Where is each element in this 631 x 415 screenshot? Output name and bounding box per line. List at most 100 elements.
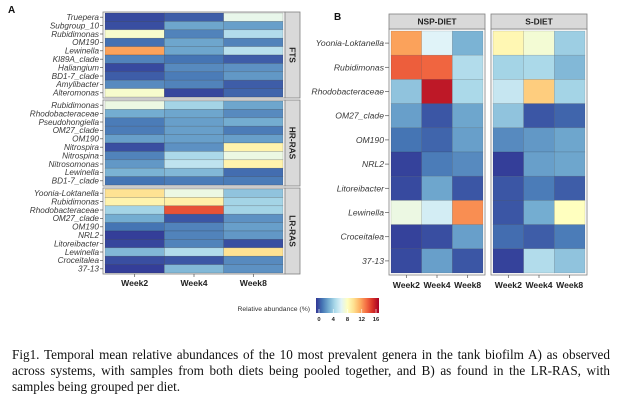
heatmap-cell	[104, 230, 165, 240]
legend-colorbar	[316, 298, 379, 313]
facet-s-diet: S-DIET Week2 Week4 Week8	[490, 13, 588, 290]
y-tick-label: 37-13	[362, 256, 384, 266]
y-tick-label: Rubidimonas	[334, 62, 385, 72]
figure-canvas: A B TrueperaSubgroup_10RubidimonasOM190L…	[8, 5, 588, 323]
heatmap-cell	[104, 12, 165, 22]
heatmap-cell	[164, 29, 224, 39]
heatmap-cell	[164, 134, 224, 144]
heatmap-cell	[223, 213, 284, 223]
y-tick-label: OM27_clade	[335, 111, 384, 121]
heatmap-cell	[223, 63, 284, 73]
heatmap-cell	[104, 142, 165, 152]
heatmap-cell	[492, 200, 524, 225]
heatmap-cell	[164, 71, 224, 81]
heatmap-cell	[523, 79, 555, 104]
heatmap-cell	[492, 175, 524, 201]
x-tick-label: Week4	[180, 278, 207, 288]
heatmap-cell	[223, 134, 284, 144]
heatmap-cell	[554, 79, 586, 104]
heatmap-cell	[223, 88, 284, 98]
heatmap-cell	[390, 103, 422, 129]
heatmap-cell	[104, 151, 165, 161]
heatmap-cell	[452, 248, 484, 274]
facet-nsp-diet: NSP-DIET Week2 Week4 Week8	[388, 13, 486, 290]
heatmap-cell	[554, 248, 586, 274]
heatmap-cell	[523, 103, 555, 129]
heatmap-cell	[452, 30, 484, 56]
facet-strip-label: LR-RAS	[288, 215, 298, 247]
panel-label-b: B	[334, 12, 341, 23]
y-tick-label: BD1-7_clade	[52, 177, 100, 186]
heatmap-cell	[223, 142, 284, 152]
y-tick-label: Croceitalea	[341, 232, 385, 242]
heatmap-cell	[223, 264, 284, 274]
heatmap-cell	[164, 117, 224, 127]
heatmap-cell	[421, 200, 453, 225]
heatmap-cell	[223, 159, 284, 169]
y-tick-label: Pseudohongiella	[38, 118, 99, 127]
heatmap-cell	[223, 21, 284, 31]
y-tick-label: KI89A_clade	[53, 55, 100, 64]
heatmap-cell	[421, 151, 453, 177]
heatmap-cell	[104, 205, 165, 215]
heatmap-cell	[492, 30, 524, 56]
y-tick-label: Lewinella	[65, 248, 100, 257]
x-tick-label: Week2	[121, 278, 148, 288]
heatmap-cell	[452, 54, 484, 80]
heatmap-cell	[164, 159, 224, 169]
heatmap-cell	[492, 103, 524, 129]
heatmap-cell	[390, 79, 422, 104]
x-tick-label: Week8	[556, 280, 583, 290]
facet-hr-ras: RubidimonasRhodobacteraceaePseudohongiel…	[30, 99, 301, 187]
heatmap-cell	[104, 21, 165, 31]
y-tick-label: Yoonia-Loktanella	[34, 189, 100, 198]
heatmap-cell	[223, 167, 284, 177]
heatmap-cell	[104, 79, 165, 89]
heatmap-cell	[164, 63, 224, 73]
heatmap-cell	[104, 117, 165, 127]
y-tick-label: Rhodobacteraceae	[30, 206, 100, 215]
heatmap-cell	[104, 63, 165, 73]
heatmap-cell	[104, 71, 165, 81]
heatmap-cell	[492, 151, 524, 177]
legend-tick-label: 8	[346, 317, 350, 323]
heatmap-cell	[223, 176, 284, 186]
heatmap-cell	[104, 264, 165, 274]
heatmap-cell	[554, 103, 586, 129]
heatmap-cell	[492, 248, 524, 274]
facet-strip	[490, 13, 588, 30]
heatmap-cell	[554, 54, 586, 80]
heatmap-cell	[554, 200, 586, 225]
heatmap-cell	[164, 247, 224, 257]
facet-lr-ras: Yoonia-LoktanellaRubidimonasRhodobactera…	[30, 187, 301, 275]
x-tick-label: Week4	[525, 280, 552, 290]
y-tick-label: Amylibacter	[55, 80, 99, 89]
y-tick-label: Haliangium	[58, 63, 99, 72]
y-tick-label: NRL2	[78, 231, 99, 240]
y-tick-label: Nitrospina	[62, 151, 99, 160]
heatmap-cell	[104, 46, 165, 56]
heatmap-cell	[223, 151, 284, 161]
heatmap-cell	[223, 46, 284, 56]
facet-strip-label: S-DIET	[525, 17, 553, 27]
heatmap-cell	[452, 200, 484, 225]
heatmap-cell	[421, 127, 453, 153]
heatmap-cell	[390, 151, 422, 177]
heatmap-cell	[164, 100, 224, 110]
heatmap-cell	[223, 117, 284, 127]
y-tick-label: Subgroup_10	[50, 21, 100, 30]
y-tick-label: OM27_clade	[53, 214, 100, 223]
figure-caption: Fig1. Temporal mean relative abundances …	[12, 347, 610, 394]
heatmap-cell	[523, 151, 555, 177]
heatmap-cell	[104, 109, 165, 119]
heatmap-cell	[164, 230, 224, 240]
heatmap-cell	[104, 134, 165, 144]
heatmap-cell	[390, 30, 422, 56]
heatmap-cell	[223, 100, 284, 110]
facet-strip-label: HR-RAS	[288, 127, 298, 160]
heatmap-cell	[390, 127, 422, 153]
heatmap-cell	[164, 46, 224, 56]
heatmap-cell	[223, 125, 284, 135]
y-tick-label: Litoreibacter	[337, 183, 385, 193]
y-tick-label: Rhodobacteraceae	[311, 87, 384, 97]
